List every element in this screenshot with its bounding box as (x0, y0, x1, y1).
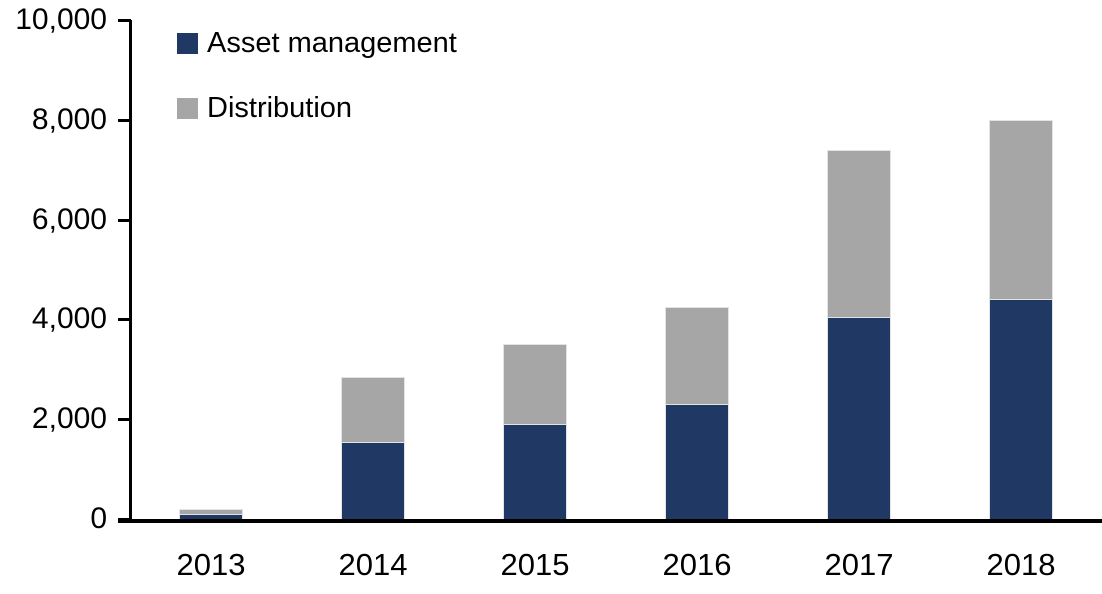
x-axis-line (118, 519, 1102, 523)
bar-segment-asset-management-2014 (341, 441, 405, 519)
bar-segment-asset-management-2015 (503, 424, 567, 519)
y-tick-mark (118, 418, 131, 422)
bar-segment-asset-management-2016 (665, 404, 729, 519)
y-tick-mark (118, 318, 131, 322)
bar-segment-distribution-2015 (503, 344, 567, 425)
bar-segment-distribution-2016 (665, 306, 729, 405)
y-axis-line (129, 20, 132, 523)
bar-group-2015 (503, 344, 567, 519)
y-tick-label: 8,000 (31, 102, 107, 136)
y-tick-mark (118, 518, 131, 521)
bar-segment-asset-management-2018 (989, 299, 1053, 519)
distribution-swatch-icon (177, 98, 198, 119)
x-tick-label-2016: 2016 (662, 547, 732, 582)
legend-label: Distribution (207, 92, 353, 124)
bar-segment-distribution-2017 (827, 149, 891, 317)
x-tick-label-2014: 2014 (338, 547, 408, 582)
bar-segment-distribution-2014 (341, 376, 405, 442)
plot-area (130, 20, 1102, 519)
y-tick-label: 2,000 (31, 402, 107, 436)
x-tick-label-2018: 2018 (986, 547, 1056, 582)
y-tick-label: 6,000 (31, 202, 107, 236)
bar-group-2014 (341, 376, 405, 519)
y-tick-label: 10,000 (15, 3, 107, 36)
asset-management-swatch-icon (177, 33, 198, 54)
legend: Asset management Distribution (177, 27, 457, 161)
bar-group-2017 (827, 149, 891, 519)
legend-label: Asset management (207, 27, 457, 59)
bar-group-2018 (989, 119, 1053, 519)
bar-segment-distribution-2013 (179, 509, 243, 515)
y-tick-label: 0 (90, 502, 107, 535)
bar-group-2016 (665, 306, 729, 519)
x-tick-label-2013: 2013 (176, 547, 246, 582)
bar-segment-asset-management-2017 (827, 316, 891, 519)
x-tick-label-2017: 2017 (824, 547, 894, 582)
x-tick-label-2015: 2015 (500, 547, 570, 582)
legend-item-asset-management: Asset management (177, 27, 457, 59)
bar-segment-asset-management-2013 (179, 514, 243, 519)
y-tick-label: 4,000 (31, 302, 107, 336)
y-tick-mark (118, 218, 131, 222)
legend-item-distribution: Distribution (177, 92, 457, 124)
bar-group-2013 (179, 509, 243, 519)
y-tick-mark (118, 118, 131, 122)
bar-segment-distribution-2018 (989, 119, 1053, 300)
y-tick-mark (118, 19, 131, 22)
